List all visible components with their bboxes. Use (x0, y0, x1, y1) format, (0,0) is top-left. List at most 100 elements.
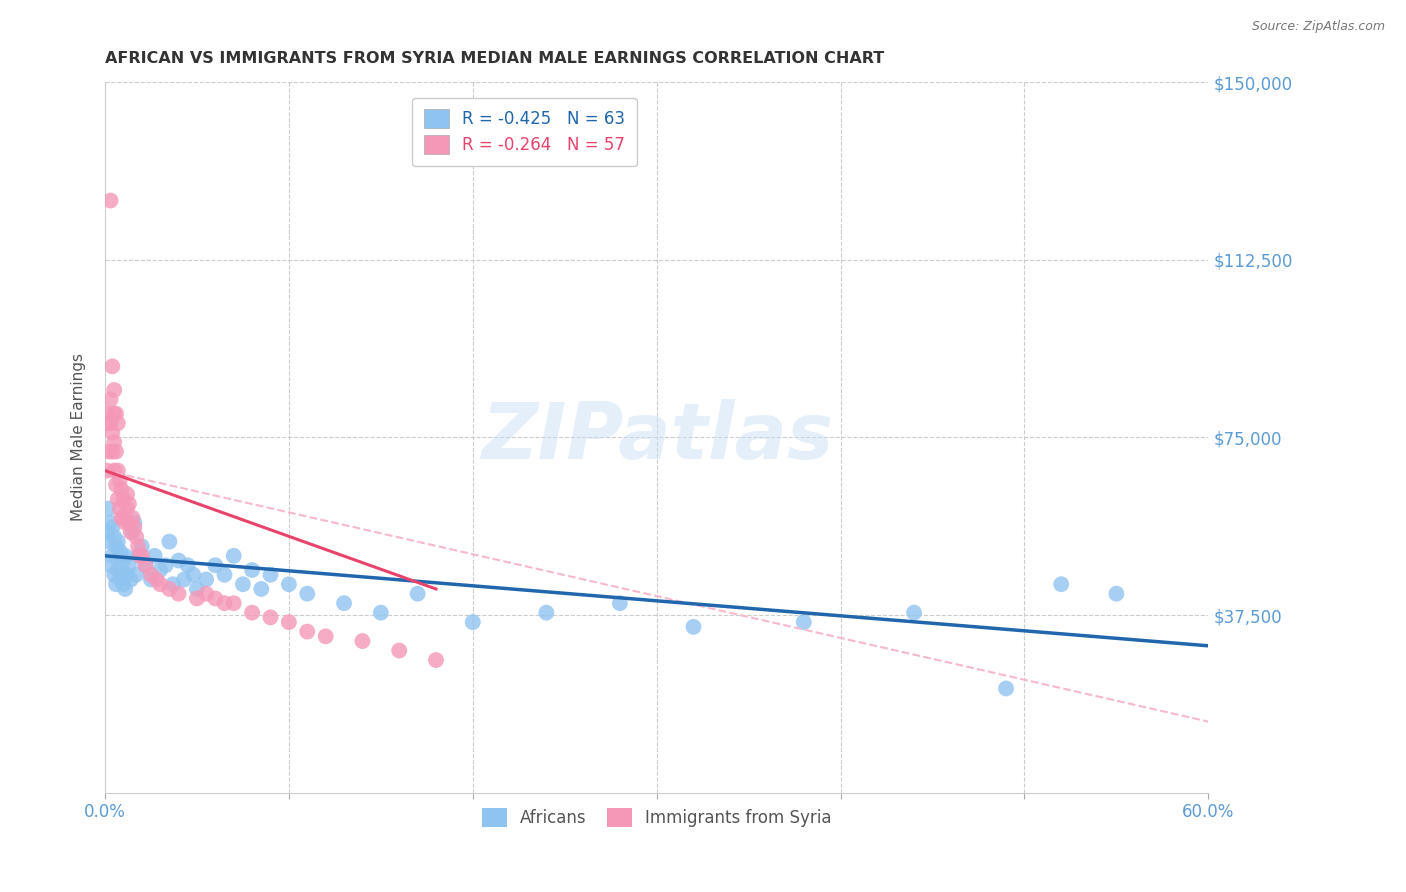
Point (107, 416, 129, 430)
Point (297, 624, 319, 639)
Point (204, 591, 226, 606)
Point (100, 558, 122, 573)
Point (105, 444, 128, 458)
Point (105, 539, 128, 553)
Point (277, 615, 299, 629)
Point (114, 582, 136, 596)
Point (115, 487, 138, 501)
Point (682, 620, 704, 634)
Point (793, 615, 815, 629)
Point (101, 444, 124, 458)
Point (214, 567, 236, 582)
Point (103, 567, 125, 582)
Y-axis label: Median Male Earnings: Median Male Earnings (72, 353, 86, 522)
Point (110, 483, 132, 497)
Point (240, 606, 263, 620)
Point (425, 653, 447, 667)
Point (110, 567, 132, 582)
Text: ZIPatlas: ZIPatlas (481, 400, 832, 475)
Point (149, 563, 172, 577)
Point (259, 567, 281, 582)
Point (118, 497, 141, 511)
Point (97, 416, 120, 430)
Point (101, 359, 124, 374)
Point (97, 534, 120, 549)
Point (157, 534, 180, 549)
Point (105, 577, 128, 591)
Point (103, 407, 125, 421)
Point (112, 577, 135, 591)
Point (315, 629, 337, 643)
Point (195, 573, 218, 587)
Point (297, 587, 319, 601)
Point (97, 501, 120, 516)
Point (155, 558, 177, 573)
Point (149, 577, 172, 591)
Point (118, 558, 141, 573)
Point (107, 464, 129, 478)
Point (110, 511, 132, 525)
Point (186, 582, 208, 596)
Point (406, 587, 429, 601)
Point (352, 634, 374, 648)
Point (259, 610, 281, 624)
Point (129, 549, 152, 563)
Point (143, 549, 166, 563)
Point (167, 587, 190, 601)
Point (195, 587, 218, 601)
Point (333, 596, 356, 610)
Point (536, 606, 558, 620)
Point (100, 416, 122, 430)
Point (124, 516, 146, 530)
Point (103, 435, 125, 450)
Point (100, 392, 122, 407)
Point (121, 511, 143, 525)
Point (125, 567, 148, 582)
Point (108, 501, 131, 516)
Point (609, 596, 631, 610)
Point (120, 573, 142, 587)
Point (103, 383, 125, 397)
Point (115, 567, 138, 582)
Point (134, 558, 156, 573)
Point (103, 464, 125, 478)
Point (100, 516, 122, 530)
Text: Source: ZipAtlas.com: Source: ZipAtlas.com (1251, 20, 1385, 33)
Point (127, 539, 149, 553)
Point (101, 520, 124, 534)
Point (96, 525, 118, 540)
Point (112, 511, 135, 525)
Point (118, 516, 141, 530)
Point (96, 464, 118, 478)
Point (101, 549, 124, 563)
Point (112, 553, 135, 567)
Point (105, 407, 128, 421)
Point (121, 525, 143, 540)
Point (108, 573, 131, 587)
Point (131, 539, 153, 553)
Point (108, 544, 131, 558)
Point (204, 558, 226, 573)
Point (145, 573, 167, 587)
Point (110, 549, 132, 563)
Point (127, 549, 149, 563)
Point (97, 444, 120, 458)
Point (131, 549, 153, 563)
Point (112, 491, 135, 506)
Point (162, 577, 184, 591)
Point (995, 681, 1018, 696)
Point (107, 534, 129, 549)
Point (107, 563, 129, 577)
Point (101, 425, 124, 440)
Point (181, 567, 204, 582)
Point (214, 596, 236, 610)
Point (96, 407, 118, 421)
Legend: Africans, Immigrants from Syria: Africans, Immigrants from Syria (475, 802, 838, 834)
Point (177, 558, 200, 573)
Point (114, 516, 136, 530)
Point (134, 558, 156, 573)
Point (139, 567, 162, 582)
Point (222, 596, 245, 610)
Point (461, 615, 484, 629)
Point (277, 577, 299, 591)
